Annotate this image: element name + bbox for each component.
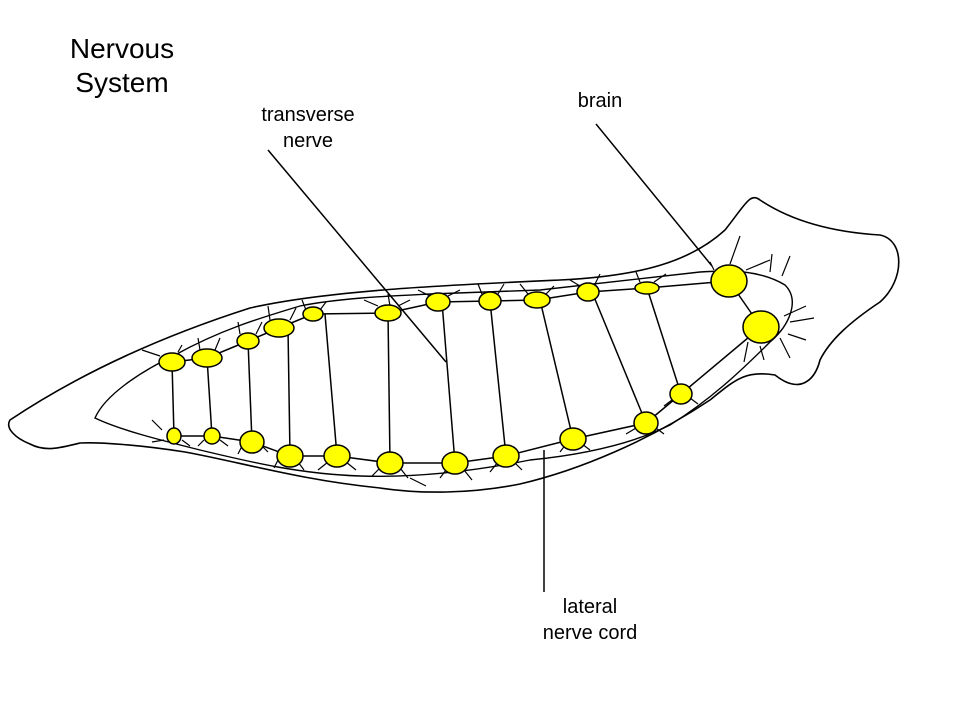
transverse-nerve: [441, 301, 456, 464]
ganglion: [323, 444, 351, 468]
brain-ganglion: [742, 310, 780, 344]
title-line-2: System: [75, 67, 169, 98]
ganglion: [374, 304, 402, 322]
ganglion: [236, 332, 260, 350]
transverse-nerve: [591, 291, 647, 424]
transverse-nerve: [489, 300, 507, 457]
title-line-1: Nervous: [69, 33, 175, 64]
transverse-nerves: [171, 287, 682, 464]
brain: [710, 264, 780, 344]
ganglion: [203, 427, 221, 445]
ganglion: [576, 282, 600, 302]
ganglion: [376, 451, 404, 475]
lateral-nerve-cord-label: lateral nerve cord: [520, 594, 660, 646]
ganglion: [669, 383, 693, 405]
transverse-nerve-label: transverse nerve: [238, 102, 378, 154]
transverse-nerve: [247, 340, 253, 443]
transverse-nerve: [287, 327, 291, 457]
ganglion: [633, 411, 659, 435]
diagram-title: Nervous System: [56, 32, 188, 100]
lateral-nerve-cord-label-line-2: nerve cord: [542, 622, 638, 644]
ganglion: [302, 306, 324, 322]
ganglion: [425, 292, 451, 312]
ganglion: [263, 318, 295, 338]
ganglion: [158, 352, 186, 372]
brain-leader: [595, 123, 713, 267]
transverse-nerve: [387, 312, 391, 464]
ganglion: [191, 348, 223, 368]
lower-ganglia: [166, 383, 693, 475]
ganglion: [276, 444, 304, 468]
transverse-nerve: [206, 357, 213, 437]
ganglion: [492, 444, 520, 468]
lateral-nerve-cord-label-line-1: lateral: [562, 596, 618, 618]
transverse-nerve-label-line-2: nerve: [282, 130, 334, 152]
transverse-nerve-label-line-1: transverse: [261, 104, 355, 126]
transverse-nerve: [324, 313, 338, 457]
inner-cavity: [94, 270, 793, 477]
brain-ganglion: [710, 264, 748, 298]
ganglion: [559, 427, 587, 451]
ganglion: [239, 430, 265, 454]
transverse-nerve-leader: [267, 149, 447, 363]
transverse-nerve: [646, 287, 682, 395]
ganglion: [441, 451, 469, 475]
ganglion: [478, 291, 502, 311]
ganglion: [523, 291, 551, 309]
transverse-nerve: [539, 299, 574, 440]
transverse-nerve: [171, 361, 175, 437]
ganglion: [634, 281, 660, 295]
upper-ganglia: [158, 281, 660, 372]
ganglion: [166, 427, 182, 445]
body-outline: [8, 196, 900, 493]
brain-label: brain: [577, 90, 623, 112]
